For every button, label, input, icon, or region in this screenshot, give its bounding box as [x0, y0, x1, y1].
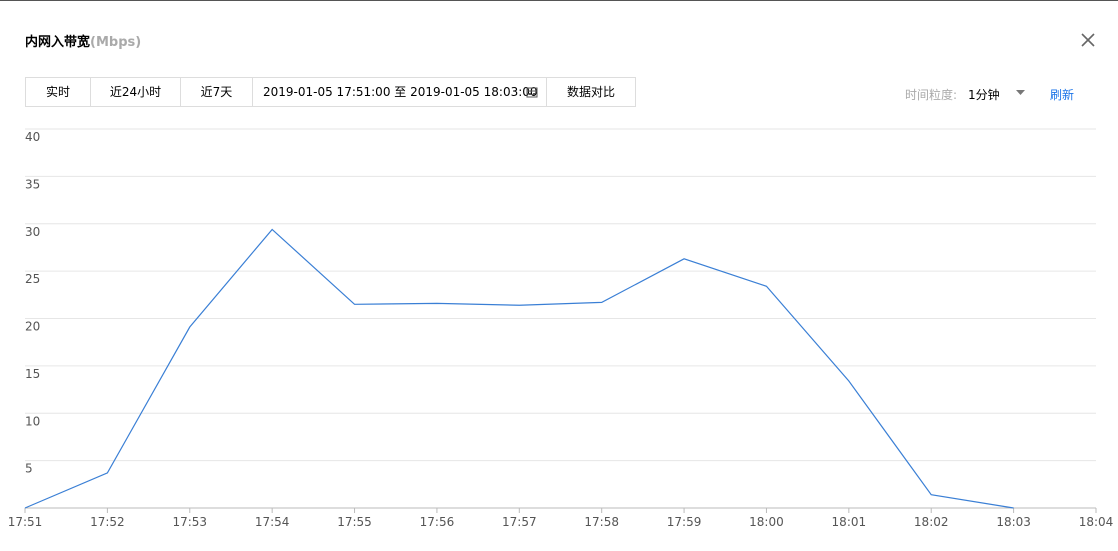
y-tick-label: 15	[25, 367, 40, 381]
y-tick-label: 40	[25, 130, 40, 144]
x-tick-label: 18:01	[832, 515, 867, 529]
y-tick-label: 20	[25, 320, 40, 334]
range-button[interactable]: 实时	[25, 77, 91, 107]
x-tick-label: 17:53	[172, 515, 207, 529]
y-tick-label: 30	[25, 225, 40, 239]
x-tick-label: 17:51	[8, 515, 43, 529]
line-series	[24, 228, 1014, 509]
range-button[interactable]: 近7天	[180, 77, 253, 107]
refresh-link[interactable]: 刷新	[1050, 88, 1075, 102]
y-tick-label: 10	[25, 414, 40, 428]
x-tick-label: 17:54	[255, 515, 290, 529]
x-tick-label: 17:58	[584, 515, 619, 529]
close-button[interactable]	[1081, 33, 1095, 47]
y-tick-label: 25	[25, 272, 40, 286]
x-tick-label: 18:02	[914, 515, 949, 529]
x-tick-label: 17:59	[667, 515, 702, 529]
calendar-icon	[526, 87, 538, 98]
x-tick-label: 17:57	[502, 515, 537, 529]
title-unit: (Mbps)	[90, 35, 142, 50]
granularity-select[interactable]: 1分钟	[968, 88, 1000, 102]
date-range-text: 2019-01-05 17:51:00 至 2019-01-05 18:03:0…	[263, 85, 538, 99]
toolbar: 实时 近24小时 近7天 2019-01-05 17:51:00 至 2019-…	[25, 77, 636, 107]
y-tick-label: 5	[25, 462, 33, 476]
range-button[interactable]: 近24小时	[90, 77, 181, 107]
x-tick-label: 18:00	[749, 515, 784, 529]
dropdown-arrow	[1016, 90, 1025, 95]
x-tick-label: 17:55	[337, 515, 372, 529]
title-text: 内网入带宽	[25, 35, 91, 50]
x-tick-label: 18:04	[1079, 515, 1114, 529]
date-range-picker[interactable]: 2019-01-05 17:51:00 至 2019-01-05 18:03:0…	[252, 77, 547, 107]
x-tick-label: 17:52	[90, 515, 125, 529]
dialog-title: 内网入带宽(Mbps)	[25, 31, 141, 50]
granularity-label: 时间粒度:	[905, 88, 958, 102]
compare-button[interactable]: 数据对比	[546, 77, 636, 107]
x-tick-label: 17:56	[420, 515, 455, 529]
x-tick-label: 18:03	[996, 515, 1031, 529]
y-tick-label: 35	[25, 177, 40, 191]
